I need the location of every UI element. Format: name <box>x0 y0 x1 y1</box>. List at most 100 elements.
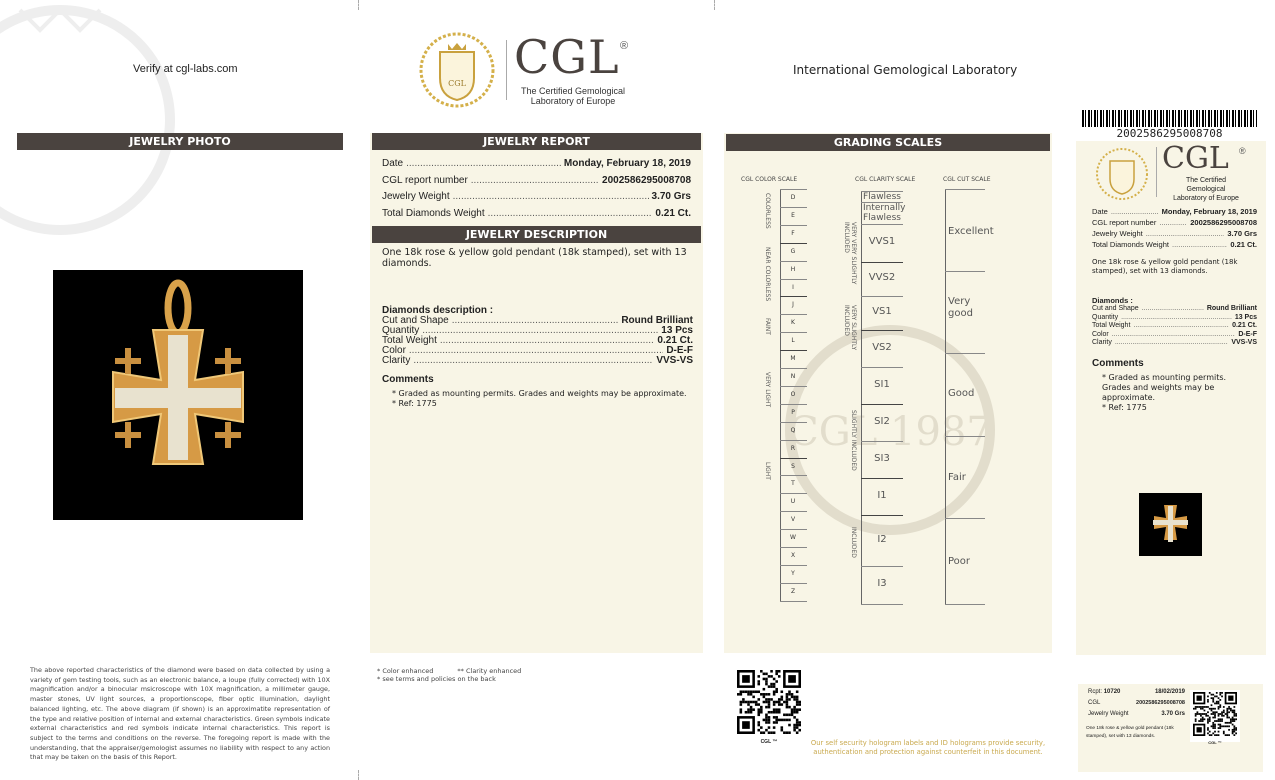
color-grade: S <box>791 462 795 470</box>
color-tick <box>780 493 807 495</box>
clarity-tick <box>861 367 903 368</box>
clarity-tick <box>861 296 903 297</box>
cut-grade: Excellent <box>948 226 994 237</box>
clarity-grade: SI1 <box>874 378 890 390</box>
hologram-note: Our self security hologram labels and ID… <box>810 739 1046 756</box>
cut-mark <box>714 0 715 10</box>
color-grade: P <box>791 408 795 416</box>
color-group-label: LIGHT <box>764 461 771 480</box>
cut-tick <box>945 353 985 354</box>
clarity-tick <box>861 441 903 442</box>
jewelry-photo-header: JEWELRY PHOTO <box>17 133 343 150</box>
cut-grade: Good <box>948 388 975 399</box>
jewelry-description-header: JEWELRY DESCRIPTION <box>372 226 701 243</box>
color-tick <box>780 547 807 548</box>
clarity-tick <box>861 566 903 567</box>
color-tick <box>780 457 807 459</box>
slip-fields: DateMonday, February 18, 2019 CGL report… <box>1092 206 1257 413</box>
color-tick <box>780 582 807 584</box>
color-tick <box>780 368 807 369</box>
registered-mark: ® <box>620 40 629 52</box>
clarity-group-label: INCLUDED <box>850 527 857 558</box>
cut-scale-title: CGL CUT SCALE <box>943 176 991 183</box>
cut-tick <box>945 189 985 190</box>
color-group-label: NEAR COLORLESS <box>764 246 771 301</box>
logo-tagline: The Certified Gemological Laboratory of E… <box>520 86 626 106</box>
color-scale-title: CGL COLOR SCALE <box>741 176 798 183</box>
color-tick <box>780 511 807 513</box>
color-grade: I <box>792 283 794 291</box>
clarity-tick <box>861 515 903 516</box>
jewelry-report-header: JEWELRY REPORT <box>372 133 701 150</box>
cut-mark <box>358 770 359 780</box>
cut-tick <box>945 271 985 272</box>
color-tick <box>780 439 807 441</box>
watermark-seal <box>0 5 175 235</box>
color-tick <box>780 242 807 244</box>
lab-name: International Gemological Laboratory <box>793 63 1018 77</box>
color-grade: F <box>791 229 795 237</box>
diamond-row: ColorD-E-F <box>382 346 693 356</box>
color-grade: M <box>790 355 796 363</box>
color-tick <box>780 278 807 280</box>
cut-tick <box>945 604 985 605</box>
color-grade: Q <box>790 426 796 434</box>
clarity-tick <box>861 191 903 192</box>
color-grade: D <box>790 194 796 201</box>
color-tick <box>780 403 807 405</box>
color-tick <box>780 475 807 477</box>
color-grade: T <box>791 480 795 488</box>
color-tick <box>780 421 807 423</box>
color-grade: N <box>790 373 796 380</box>
color-tick <box>780 314 807 316</box>
qr-code[interactable]: CGL ™ <box>736 669 802 745</box>
comments-title: Comments <box>382 374 434 385</box>
color-grade: W <box>790 534 796 542</box>
diamond-row: Cut and ShapeRound Brilliant <box>382 316 693 326</box>
svg-text:CGL 1987: CGL 1987 <box>788 409 992 455</box>
color-tick <box>780 600 807 602</box>
color-group-label: VERY LIGHT <box>764 372 771 408</box>
color-tick <box>780 296 807 298</box>
color-grade: H <box>790 265 796 273</box>
clarity-tick <box>861 604 903 605</box>
cut-grade: Poor <box>948 556 971 567</box>
color-grade: Y <box>791 569 795 577</box>
verify-text: Verify at cgl-labs.com <box>133 63 238 75</box>
color-tick <box>780 206 807 208</box>
clarity-grade: Internally Flawless <box>863 203 906 223</box>
cut-grade: Fair <box>948 472 966 483</box>
clarity-grade: VS2 <box>872 341 892 353</box>
cgl-logo: CGL CGL ® The Certified Gemological Labor… <box>418 30 638 110</box>
clarity-grade: Flawless <box>863 192 901 202</box>
color-grade: X <box>790 552 796 559</box>
color-group-label: COLORLESS <box>764 193 771 229</box>
clarity-scale-title: CGL CLARITY SCALE <box>855 176 916 183</box>
clarity-grade: I1 <box>877 489 887 501</box>
color-tick <box>780 385 807 387</box>
clarity-tick <box>861 404 903 405</box>
report-row-date: DateMonday, February 18, 2019 <box>382 156 691 173</box>
diamonds-title: Diamonds description : <box>382 305 494 316</box>
color-tick <box>780 564 807 566</box>
clarity-tick <box>861 478 903 479</box>
color-tick <box>780 189 807 190</box>
cut-tick <box>945 518 985 519</box>
color-tick <box>780 224 807 226</box>
color-grade: V <box>790 516 796 524</box>
clarity-tick <box>861 262 903 263</box>
disclaimer: The above reported characteristics of th… <box>30 666 330 762</box>
stub-qr-code[interactable]: CGL ™ <box>1190 690 1240 745</box>
cut-tick <box>945 436 985 437</box>
clarity-grade: VVS1 <box>868 236 896 247</box>
report-row-number: CGL report number2002586295008708 <box>382 173 691 190</box>
grading-scales-header: GRADING SCALES <box>726 134 1050 151</box>
cgl-seal-icon: CGL <box>419 32 495 108</box>
clarity-scale-axis <box>861 191 862 604</box>
description-text: One 18k rose & yellow gold pendant (18k … <box>382 247 687 269</box>
pendant-image <box>112 279 244 465</box>
color-grade: R <box>790 444 796 452</box>
summary-slip: CGL ® The Certified Gemological Laborator… <box>1076 141 1266 655</box>
clarity-grade: I2 <box>877 533 887 545</box>
